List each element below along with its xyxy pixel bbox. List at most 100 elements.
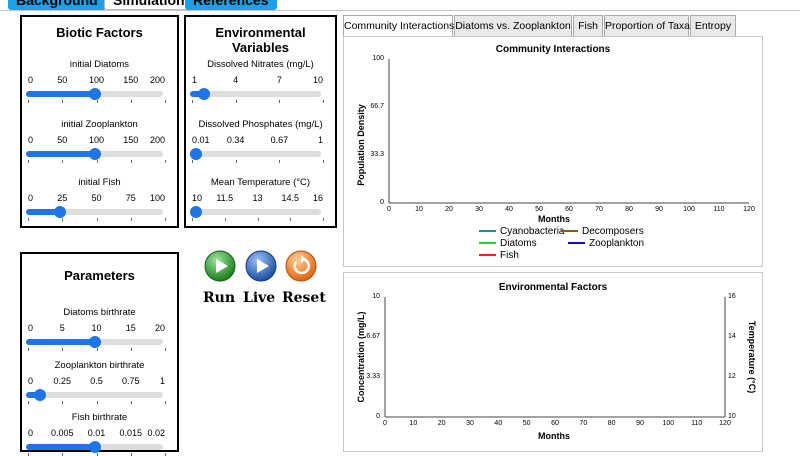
slider-ticks	[186, 100, 335, 103]
slider-tick-mark	[130, 100, 132, 103]
biotic-factors-panel: Biotic Factors initial Diatoms 0 50 100 150 2…	[20, 15, 179, 228]
x-tick-label: 30	[466, 420, 474, 427]
slider-label: initial Diatoms	[69, 59, 130, 70]
x-tick-label: 50	[535, 206, 543, 213]
slider-fill	[26, 151, 95, 157]
slider-track[interactable]	[26, 88, 163, 100]
legend-item: Fish	[479, 250, 519, 261]
slider-thumb[interactable]	[88, 88, 101, 100]
params-slider-2: Fish birthrate 0 0.005 0.01 0.015 0.02	[22, 412, 177, 456]
slider-tick-mark	[28, 348, 29, 351]
tab-community-interactions[interactable]: Community Interactions	[343, 15, 454, 37]
y-tick-label: 16	[728, 293, 736, 300]
slider-track[interactable]	[190, 206, 321, 218]
slider-tick-label: 0	[28, 135, 34, 145]
tab-proportion-of-taxa[interactable]: Proportion of Taxa	[604, 15, 690, 36]
x-tick-label: 120	[719, 420, 731, 427]
slider-thumb[interactable]	[198, 88, 211, 100]
slider-tick-mark	[235, 160, 237, 163]
slider-thumb[interactable]	[33, 389, 46, 401]
slider-track[interactable]	[190, 88, 321, 100]
tab-simulation[interactable]: Simulation	[104, 0, 194, 10]
x-tick-label: 110	[713, 206, 725, 213]
reset-label: Reset	[282, 290, 326, 306]
y-tick-label: 3.33	[366, 373, 380, 381]
tab-references[interactable]: References	[185, 0, 277, 10]
slider-tick-mark	[96, 160, 98, 163]
slider-track[interactable]	[26, 148, 163, 160]
reset-button[interactable]	[285, 250, 317, 282]
slider-thumb[interactable]	[88, 441, 101, 453]
x-tick-label: 90	[655, 206, 663, 213]
slider-tick-mark	[165, 401, 166, 404]
slider-tick-label: 0.01	[192, 135, 210, 145]
x-tick-label: 80	[607, 420, 616, 427]
slider-tick-label: 1	[159, 376, 165, 386]
slider-tick-label: 7	[276, 75, 282, 85]
slider-track[interactable]	[190, 148, 321, 160]
legend-swatch	[568, 242, 585, 245]
slider-tick-label: 11.5	[216, 193, 234, 203]
tab-background[interactable]: Background	[8, 0, 106, 10]
slider-tick-label: 13	[252, 193, 263, 203]
slider-ticks	[22, 100, 177, 103]
x-tick-label: 10	[409, 420, 418, 427]
x-tick-label: 30	[475, 206, 483, 213]
slider-label: Zooplankton birthrate	[54, 360, 145, 371]
legend-swatch	[561, 230, 578, 233]
slider-tick-mark	[192, 100, 193, 103]
slider-tick-mark	[62, 348, 64, 351]
play-icon	[245, 250, 277, 282]
x-tick-label: 60	[565, 206, 573, 213]
slider-track[interactable]	[26, 206, 163, 218]
legend-label: Fish	[500, 250, 519, 261]
legend-label: Diatoms	[500, 238, 537, 249]
slider-tick-label: 0.25	[53, 376, 72, 386]
x-tick-label: 90	[636, 420, 644, 427]
slider-tick-mark	[28, 160, 29, 163]
slider-track[interactable]	[26, 336, 163, 348]
chart-title: Community Interactions	[495, 44, 611, 55]
slider-tick-mark	[323, 218, 324, 221]
slider-thumb[interactable]	[88, 336, 101, 348]
slider-thumb[interactable]	[190, 206, 202, 218]
legend-label: Zooplankton	[589, 238, 645, 249]
slider-tick-mark	[96, 401, 98, 404]
slider-tick-label: 0.005	[50, 428, 74, 438]
slider-thumb[interactable]	[54, 206, 67, 218]
slider-tick-mark	[192, 218, 193, 221]
run-button[interactable]	[204, 250, 236, 282]
slider-thumb[interactable]	[88, 148, 101, 160]
x-tick-label: 110	[691, 420, 703, 427]
env-slider-0: Dissolved Nitrates (mg/L) 1 4 7 10	[186, 59, 335, 103]
biotic-slider-2: initial Fish 0 25 50 75 100	[22, 177, 177, 221]
slider-tick-label: 10	[312, 75, 323, 85]
slider-tick-label: 0.34	[226, 135, 245, 145]
slider-tick-label: 5	[59, 323, 65, 333]
legend-item: Zooplankton	[568, 238, 644, 249]
top-tab-bar: Background Simulation References	[0, 0, 800, 11]
tab-fish[interactable]: Fish	[573, 15, 603, 36]
x-tick-label: 40	[505, 206, 513, 213]
env-slider-1: Dissolved Phosphates (mg/L) 0.01 0.34 0.67 1	[186, 119, 335, 163]
parameters-panel: Parameters Diatoms birthrate 0 5 10 15 20 Zoo…	[20, 252, 179, 456]
slider-tick-label: 100	[88, 75, 105, 85]
slider-tick-mark	[257, 218, 259, 221]
biotic-slider-1: initial Zooplankton 0 50 100 150 200	[22, 119, 177, 163]
env-slider-2: Mean Temperature (°C) 10 11.5 13 14.5 16	[186, 177, 335, 221]
slider-tick-mark	[96, 100, 98, 103]
play-icon	[204, 250, 236, 282]
params-slider-0: Diatoms birthrate 0 5 10 15 20	[22, 307, 177, 351]
tab-entropy[interactable]: Entropy	[690, 15, 736, 36]
environmental-factors-chart: Environmental Factors Concentration (mg/…	[343, 272, 763, 452]
slider-thumb[interactable]	[190, 148, 202, 160]
tab-diatoms-vs-zooplankton[interactable]: Diatoms vs. Zooplankton	[454, 15, 572, 36]
slider-tick-mark	[224, 218, 226, 221]
slider-tick-mark	[130, 401, 132, 404]
slider-label: Diatoms birthrate	[63, 307, 136, 318]
x-tick-label: 60	[551, 420, 559, 427]
chart-title: Environmental Factors	[498, 282, 608, 293]
slider-track[interactable]	[26, 389, 163, 401]
slider-ticks	[186, 160, 335, 163]
live-button[interactable]	[245, 250, 277, 282]
